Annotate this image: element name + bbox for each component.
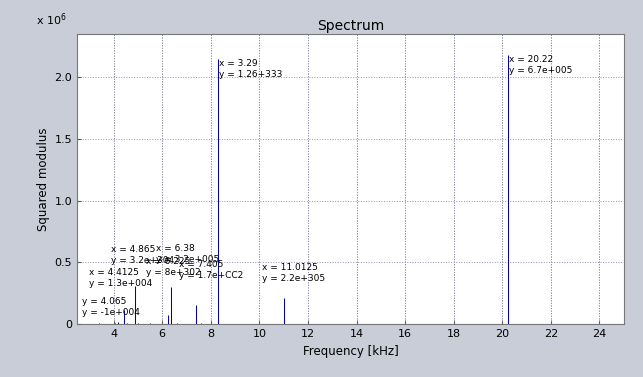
Text: x = 6.225
y = 8e+302: x = 6.225 y = 8e+302: [147, 257, 201, 277]
Text: x = 11.0125
y = 2.2e+305: x = 11.0125 y = 2.2e+305: [262, 264, 325, 284]
Text: x = 20.22
y = 6.7e+005: x = 20.22 y = 6.7e+005: [509, 55, 572, 75]
Y-axis label: Squared modulus: Squared modulus: [37, 127, 50, 231]
Text: x = 4.865
y = 3.2e+304: x = 4.865 y = 3.2e+304: [111, 245, 174, 265]
Text: x = 3.29
y = 1.26+333: x = 3.29 y = 1.26+333: [219, 59, 283, 79]
Text: x = 7.405
y = 1.7e+CC2: x = 7.405 y = 1.7e+CC2: [179, 260, 244, 280]
X-axis label: Frequency [kHz]: Frequency [kHz]: [303, 345, 398, 358]
Text: x = 4.4125
y = 1.3e+004: x = 4.4125 y = 1.3e+004: [89, 268, 152, 288]
Title: Spectrum: Spectrum: [317, 19, 384, 33]
Text: x = 6.38
y = 3.2e+005: x = 6.38 y = 3.2e+005: [156, 244, 219, 264]
Text: y = 4.065
y = -1e+004: y = 4.065 y = -1e+004: [82, 297, 140, 317]
Text: x 10$^{6}$: x 10$^{6}$: [36, 12, 67, 28]
